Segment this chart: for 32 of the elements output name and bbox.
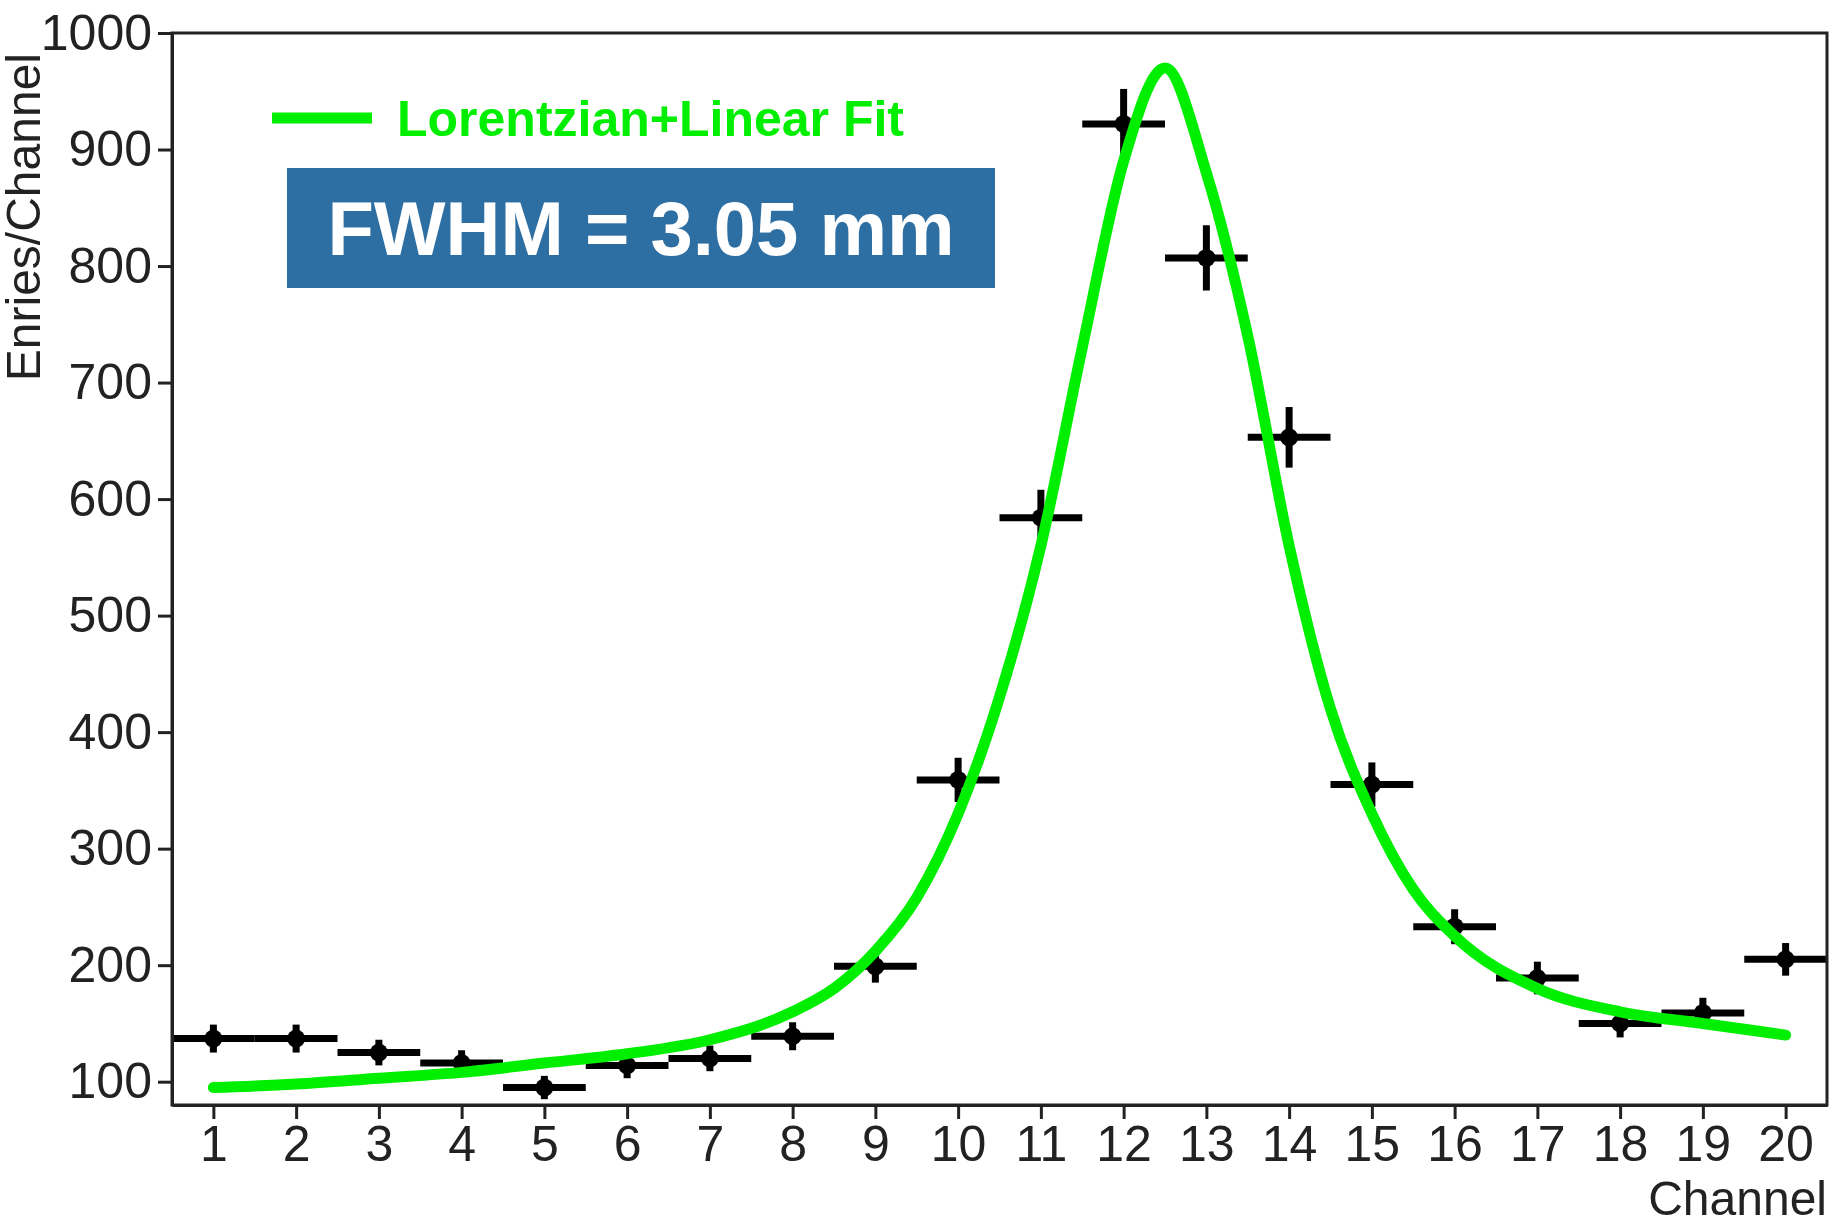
x-tick-label: 20 (1758, 1115, 1814, 1172)
x-tick-label: 1 (199, 1115, 228, 1172)
x-tick-label: 9 (861, 1115, 890, 1172)
y-tick-label: 600 (68, 470, 152, 527)
y-tick-label: 400 (68, 703, 152, 760)
x-tick-label: 2 (282, 1115, 311, 1172)
x-axis-title: Channel (1648, 1172, 1827, 1221)
x-tick-label: 3 (365, 1115, 394, 1172)
x-tick-label: 12 (1096, 1115, 1152, 1172)
x-tick-label: 19 (1675, 1115, 1732, 1172)
x-tick-label: 16 (1427, 1115, 1483, 1172)
x-tick-label: 10 (930, 1115, 987, 1172)
y-tick-label: 900 (68, 121, 152, 178)
y-tick-label: 700 (68, 354, 152, 411)
annotation: FWHM = 3.05 mm (327, 186, 955, 272)
y-tick-label: 200 (68, 936, 152, 993)
y-tick-label: 100 (68, 1053, 152, 1110)
x-tick-label: 7 (696, 1115, 725, 1172)
x-tick-label: 5 (530, 1115, 559, 1172)
x-tick-label: 13 (1179, 1115, 1235, 1172)
x-tick-label: 4 (448, 1115, 477, 1172)
legend-label: Lorentzian+Linear Fit (397, 90, 905, 147)
x-tick-label: 6 (613, 1115, 642, 1172)
y-tick-label: 300 (68, 820, 152, 877)
x-tick-label: 18 (1592, 1115, 1649, 1172)
x-tick-label: 8 (779, 1115, 808, 1172)
x-tick-label: 15 (1344, 1115, 1401, 1172)
x-tick-label: 17 (1510, 1115, 1566, 1172)
x-tick-label: 11 (1015, 1115, 1068, 1172)
y-tick-label: 800 (68, 237, 152, 294)
x-tick-label: 14 (1261, 1115, 1318, 1172)
y-tick-label: 500 (68, 587, 152, 644)
